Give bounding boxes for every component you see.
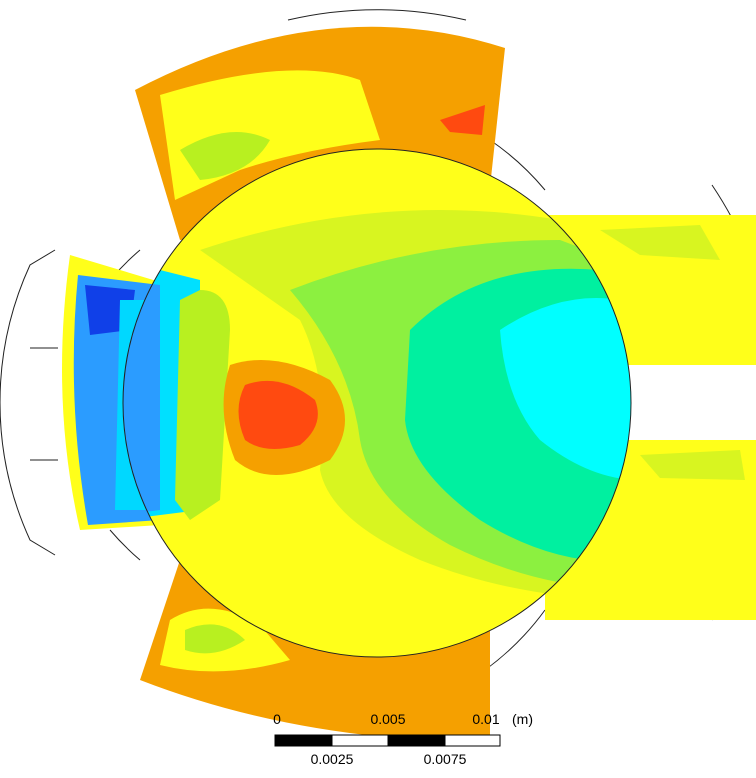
scale-label: 0.01 <box>472 711 499 727</box>
contour-plot: 0 0.005 0.01 (m) 0.0025 0.0075 <box>0 0 756 773</box>
scale-unit: (m) <box>512 711 533 727</box>
scale-label: 0 <box>273 711 281 727</box>
scale-label: 0.0075 <box>424 751 467 767</box>
page: 0 0.005 0.01 (m) 0.0025 0.0075 (() => { … <box>0 0 756 773</box>
scale-label: 0.0025 <box>311 751 354 767</box>
scale-label: 0.005 <box>370 711 405 727</box>
